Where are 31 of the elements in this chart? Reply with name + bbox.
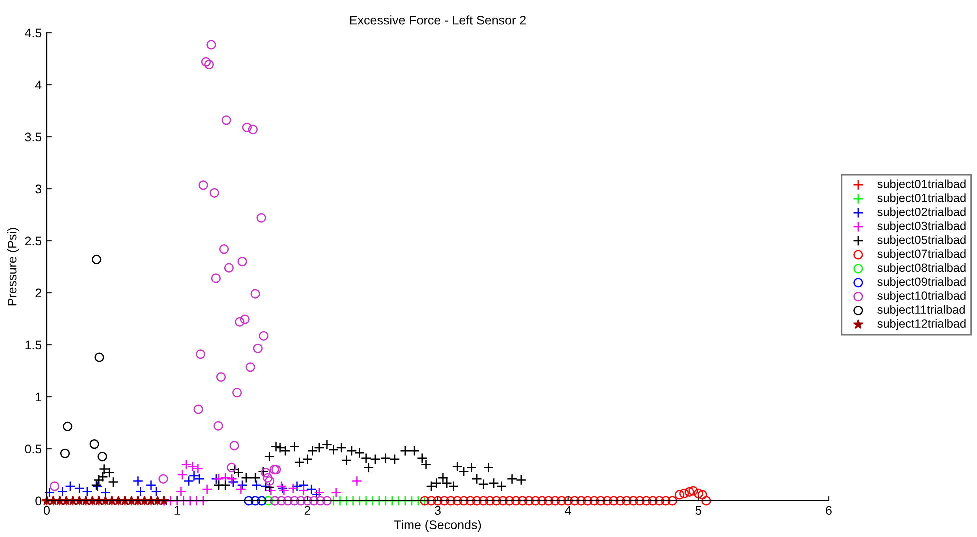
- x-tick-label: 2: [304, 506, 311, 515]
- y-tick-label: 4: [35, 80, 42, 90]
- legend-label: subject08trialbad: [878, 263, 966, 274]
- x-tick-label: 0: [44, 506, 50, 516]
- y-tick-label: 1: [36, 392, 42, 402]
- legend-label: subject10trialbad: [878, 291, 966, 302]
- x-tick-label: 3: [435, 506, 441, 516]
- y-tick-label: 3: [36, 184, 42, 194]
- legend-label: subject11trialbad: [878, 305, 965, 316]
- y-tick-label: 4.5: [25, 28, 42, 38]
- y-axis-title: Pressure (Psi): [8, 228, 20, 306]
- legend-label: subject01trialbad: [878, 194, 966, 205]
- legend-label: subject12trialbad: [878, 319, 966, 330]
- legend-label: subject01trialbad: [878, 180, 966, 191]
- legend-label: subject03trialbad: [878, 222, 966, 233]
- x-tick-label: 6: [826, 506, 832, 516]
- y-tick-label: 1.5: [26, 340, 42, 350]
- legend-label: subject05trialbad: [878, 236, 966, 247]
- x-tick-label: 1: [174, 506, 180, 515]
- legend-label: subject02trialbad: [878, 208, 966, 219]
- legend-label: subject09trialbad: [878, 277, 966, 288]
- chart-title: Excessive Force - Left Sensor 2: [350, 16, 526, 25]
- legend-label: subject07trialbad: [878, 249, 966, 261]
- x-axis-title: Time (Seconds): [394, 520, 482, 532]
- y-tick-label: 2: [36, 288, 42, 298]
- y-tick-label: 2.5: [25, 236, 42, 246]
- x-tick-label: 4: [565, 506, 572, 515]
- x-tick-label: 5: [696, 506, 702, 516]
- y-tick-label: 0: [36, 496, 42, 506]
- y-tick-label: 0.5: [25, 444, 42, 454]
- y-tick-label: 3.5: [25, 132, 42, 142]
